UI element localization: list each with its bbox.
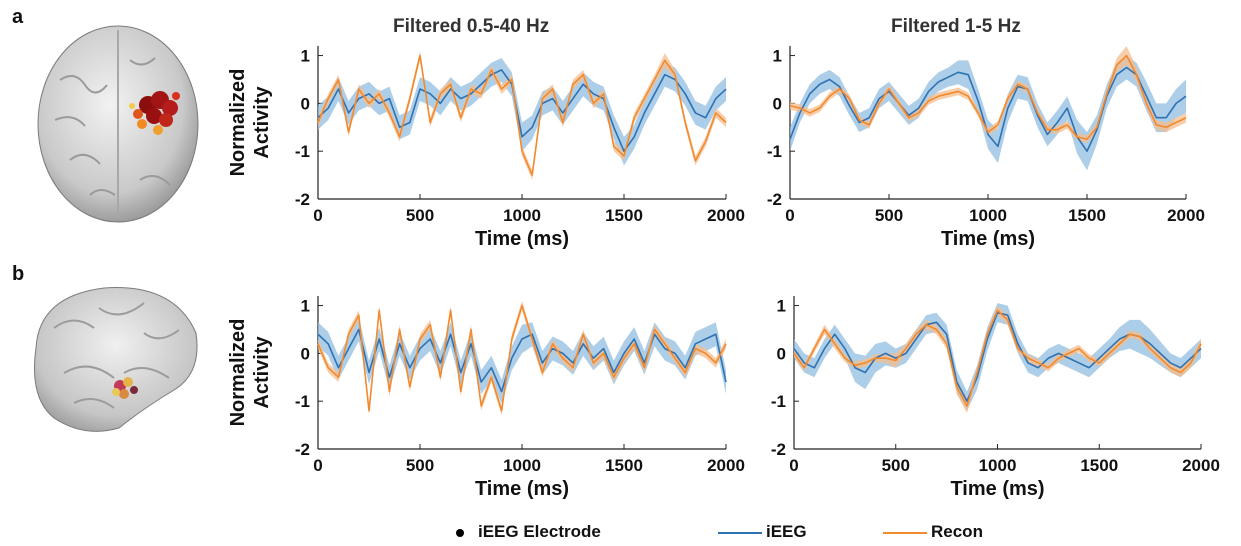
legend-item-recon: Recon bbox=[883, 522, 983, 542]
y-tick-label: 0 bbox=[301, 344, 310, 363]
y-tick-label: 0 bbox=[773, 94, 782, 113]
band-ieeg bbox=[318, 317, 726, 404]
x-tick-label: 500 bbox=[406, 456, 434, 475]
x-tick-label: 0 bbox=[789, 456, 798, 475]
y-tick-label: 1 bbox=[301, 297, 310, 316]
legend-item-ieeg: iEEG bbox=[718, 522, 807, 542]
band-recon bbox=[318, 50, 726, 180]
electrode-cluster-b bbox=[112, 377, 138, 399]
column-title-lowband: Filtered 1-5 Hz bbox=[891, 16, 1021, 37]
y-tick-label: -2 bbox=[771, 440, 786, 459]
y-tick-label: -1 bbox=[767, 142, 782, 161]
band-ieeg bbox=[790, 55, 1186, 171]
band-ieeg bbox=[318, 57, 726, 166]
band-recon bbox=[790, 46, 1186, 144]
x-tick-label: 500 bbox=[406, 206, 434, 225]
y-tick-label: -2 bbox=[295, 190, 310, 209]
x-tick-label: 2000 bbox=[707, 456, 745, 475]
x-tick-label: 1500 bbox=[605, 456, 643, 475]
x-tick-label: 0 bbox=[313, 456, 322, 475]
x-tick-label: 0 bbox=[785, 206, 794, 225]
ieeg-line-icon bbox=[718, 531, 762, 534]
x-axis-label: Time (ms) bbox=[475, 478, 569, 500]
x-tick-label: 2000 bbox=[1182, 456, 1220, 475]
x-tick-label: 500 bbox=[875, 206, 903, 225]
series-line-ieeg bbox=[317, 69, 727, 152]
y-tick-label: -1 bbox=[771, 392, 786, 411]
legend-label-recon: Recon bbox=[931, 522, 983, 541]
x-tick-label: 2000 bbox=[707, 206, 745, 225]
series-line-recon bbox=[317, 54, 727, 176]
y-tick-label: 1 bbox=[777, 297, 786, 316]
x-tick-label: 1500 bbox=[605, 206, 643, 225]
panel-label-a: a bbox=[12, 6, 24, 28]
x-tick-label: 2000 bbox=[1167, 206, 1205, 225]
y-tick-label: -1 bbox=[295, 142, 310, 161]
column-title-broadband: Filtered 0.5-40 Hz bbox=[393, 16, 550, 37]
x-axis-label: Time (ms) bbox=[941, 228, 1035, 250]
y-axis-label: Normalized Activity bbox=[227, 319, 273, 427]
x-tick-label: 1000 bbox=[503, 206, 541, 225]
y-tick-label: -2 bbox=[767, 190, 782, 209]
series-line-recon bbox=[317, 304, 727, 412]
chart-b-3: -2 -1 0 1 0 500 1000 1500 2000 Time (ms) bbox=[771, 296, 1220, 500]
band-recon bbox=[318, 300, 726, 416]
series-line-ieeg bbox=[789, 66, 1187, 152]
y-tick-label: -1 bbox=[295, 392, 310, 411]
x-tick-label: 500 bbox=[882, 456, 910, 475]
recon-line-icon bbox=[883, 531, 927, 534]
series-line-recon bbox=[789, 54, 1187, 141]
x-axis-label: Time (ms) bbox=[475, 228, 569, 250]
chart-b-2: -2 -1 0 1 0 500 1000 1500 2000 Time (ms) Normalize… bbox=[227, 296, 745, 500]
chart-a-0: -2 -1 0 1 0 500 1000 1500 2000 Time (ms) Normalize… bbox=[227, 46, 745, 250]
legend-label-ieeg: iEEG bbox=[766, 522, 807, 541]
y-axis-label: Normalized Activity bbox=[227, 69, 273, 177]
electrode-cluster-a bbox=[129, 91, 180, 135]
x-tick-label: 1000 bbox=[969, 206, 1007, 225]
x-tick-label: 1000 bbox=[503, 456, 541, 475]
legend-label-electrode: iEEG Electrode bbox=[478, 522, 601, 541]
brain-sagittal-image bbox=[33, 287, 198, 432]
y-tick-label: 1 bbox=[301, 47, 310, 66]
panel-label-b: b bbox=[12, 263, 25, 285]
y-tick-label: -2 bbox=[295, 440, 310, 459]
legend: iEEG Electrode iEEG Recon bbox=[0, 522, 1241, 546]
legend-item-electrode: iEEG Electrode bbox=[456, 522, 601, 542]
x-tick-label: 1000 bbox=[979, 456, 1017, 475]
y-tick-label: 0 bbox=[777, 344, 786, 363]
brain-axial-image bbox=[37, 25, 199, 223]
band-ieeg bbox=[794, 303, 1201, 411]
chart-a-1: -2 -1 0 1 0 500 1000 1500 2000 Time (ms) bbox=[767, 46, 1205, 250]
x-axis-label: Time (ms) bbox=[950, 478, 1044, 500]
x-tick-label: 0 bbox=[313, 206, 322, 225]
y-tick-label: 1 bbox=[773, 47, 782, 66]
x-tick-label: 1500 bbox=[1080, 456, 1118, 475]
x-tick-label: 1500 bbox=[1068, 206, 1106, 225]
y-tick-label: 0 bbox=[301, 94, 310, 113]
electrode-dot-icon bbox=[456, 528, 464, 537]
series-line-recon bbox=[793, 309, 1202, 407]
